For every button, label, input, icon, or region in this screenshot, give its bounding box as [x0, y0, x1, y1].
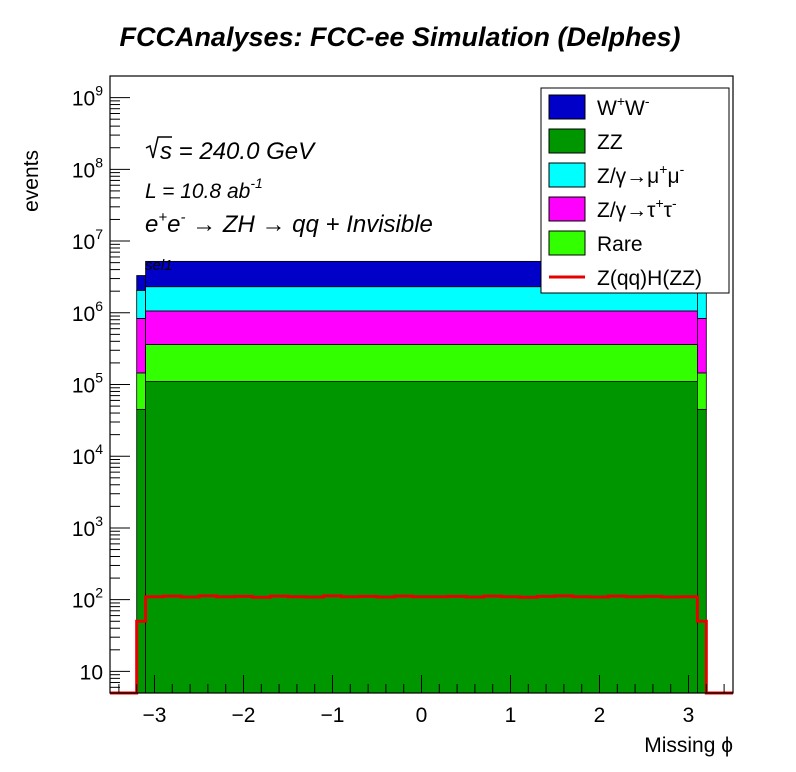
y-tick-label: 109 [72, 83, 103, 111]
x-tick-label: −1 [321, 704, 345, 727]
y-axis-label: events [20, 150, 43, 212]
bar-mumu-bin-2 [697, 289, 707, 319]
legend-box [540, 87, 730, 294]
bar-rare-bin-2 [697, 372, 707, 410]
y-tick-label: 104 [72, 441, 103, 469]
y-tick-label: 10 [80, 661, 103, 684]
bar-mumu-bin-0 [136, 289, 146, 319]
legend-swatch-zz [548, 128, 586, 154]
selection-annotation: sel1 [145, 257, 173, 274]
y-tick-label: 105 [72, 370, 103, 398]
y-tick-label: 102 [72, 585, 103, 613]
bar-rare-bin-0 [136, 372, 146, 410]
legend-label-ww: W+W- [597, 93, 650, 120]
legend-swatch-rare [548, 230, 586, 256]
y-tick-label: 106 [72, 298, 103, 326]
x-tick-label: −3 [143, 704, 167, 727]
signal-layer [110, 594, 733, 695]
legend-swatch-tautau [548, 196, 586, 222]
legend-label-tautau: Z/γ→τ+τ- [597, 195, 677, 222]
x-tick-label: 3 [683, 704, 695, 727]
x-tick-label: 2 [594, 704, 606, 727]
legend-label-rare: Rare [597, 233, 643, 256]
x-tick-label: −2 [232, 704, 256, 727]
bar-rare-bin-1 [145, 344, 698, 382]
x-tick-label: 0 [416, 704, 428, 727]
legend-label-zz: ZZ [597, 131, 623, 154]
y-tick-label: 107 [72, 226, 103, 254]
y-axis: 10 102 103 104 105 106 107 108 109 [72, 75, 130, 694]
bar-ww-bin-0 [136, 275, 146, 291]
legend: W+W- ZZ Z/γ→μ+μ- Z/γ→τ+τ- Rare Z(qq)H(ZZ) [540, 87, 730, 294]
annotations: s = 240.0 GeV L = 10.8 ab-1 e+e- → ZH → … [145, 136, 433, 274]
stacked-bars [136, 260, 707, 694]
signal-line [110, 594, 733, 695]
y-tick-label: 108 [72, 154, 103, 182]
x-axis-label: Missing ϕ [644, 734, 733, 757]
chart-title: FCCAnalyses: FCC-ee Simulation (Delphes) [119, 22, 680, 52]
sqrt-symbol [145, 136, 172, 159]
legend-label-signal: Z(qq)H(ZZ) [597, 267, 702, 290]
legend-label-mumu: Z/γ→μ+μ- [597, 161, 685, 188]
legend-swatch-mumu [548, 162, 586, 188]
x-axis: −3 −2 −1 0 1 2 3 [118, 675, 725, 727]
bar-zz-bin-1 [145, 381, 698, 694]
bar-tautau-bin-1 [145, 310, 698, 345]
lumi-annotation: L = 10.8 ab-1 [145, 175, 263, 203]
y-tick-label: 103 [72, 513, 103, 541]
process-annotation: e+e- → ZH → qq + Invisible [145, 209, 433, 238]
energy-annotation: s = 240.0 GeV [160, 138, 316, 165]
bar-tautau-bin-0 [136, 317, 146, 374]
legend-swatch-ww [548, 94, 586, 120]
x-tick-label: 1 [505, 704, 517, 727]
bar-tautau-bin-2 [697, 317, 707, 374]
